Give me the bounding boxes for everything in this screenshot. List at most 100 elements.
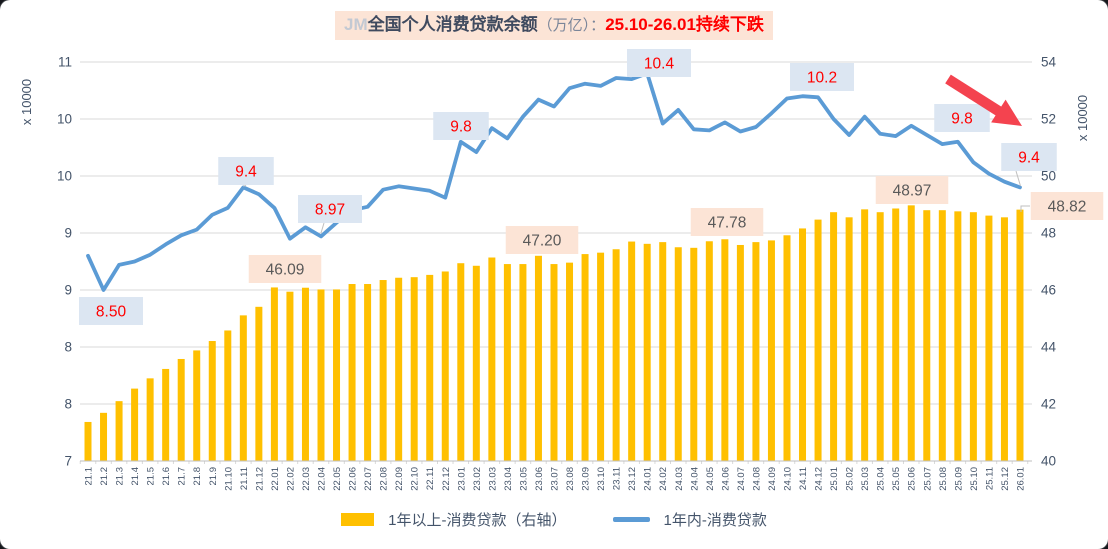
x-axis-label: 22.01 xyxy=(270,467,281,491)
left-axis-tick-label: 7 xyxy=(64,454,72,469)
x-axis-label: 25.11 xyxy=(984,467,995,490)
left-axis-tick-label: 11 xyxy=(58,55,72,70)
line-callout-text: 9.4 xyxy=(1018,150,1040,167)
callout-connector xyxy=(1015,170,1021,187)
line-callout-box xyxy=(433,112,489,140)
x-axis-label: 25.10 xyxy=(969,467,980,491)
x-axis-label: 24.08 xyxy=(751,467,762,491)
bar xyxy=(208,341,216,461)
bar-callout-text: 48.97 xyxy=(893,183,932,200)
bar xyxy=(193,350,201,461)
bar xyxy=(566,262,574,461)
x-axis-label: 21.3 xyxy=(115,467,126,486)
x-axis-label: 21.10 xyxy=(223,467,234,491)
x-axis-label: 22.04 xyxy=(316,467,327,491)
x-axis-label: 23.02 xyxy=(472,467,483,491)
x-axis-label: 24.01 xyxy=(643,467,654,491)
x-axis-label: 25.07 xyxy=(922,467,933,491)
bar xyxy=(597,252,605,461)
bar xyxy=(379,280,387,461)
bars-series xyxy=(84,205,1024,461)
x-axis-label: 25.04 xyxy=(876,467,887,491)
right-axis-tick-label: 54 xyxy=(1041,55,1057,70)
x-axis-label: 25.06 xyxy=(907,467,918,491)
arrow-shaft xyxy=(945,74,1004,118)
right-axis-multiplier: x 10000 xyxy=(1075,95,1090,141)
right-axis-tick-label: 42 xyxy=(1041,397,1056,412)
x-axis-label: 24.04 xyxy=(689,467,700,491)
bar xyxy=(690,247,698,461)
bar-callout-box xyxy=(505,226,579,254)
right-axis-tick-label: 52 xyxy=(1041,112,1056,127)
bar-callout-text: 48.82 xyxy=(1048,199,1087,216)
chart-title: JM全国个人消费贷款余额（万亿）：25.10-26.01持续下跌 xyxy=(0,11,1108,40)
x-axis-label: 21.7 xyxy=(177,467,188,486)
bar xyxy=(224,330,232,461)
x-axis-label: 23.01 xyxy=(456,467,467,491)
line-callout-box xyxy=(934,104,990,132)
bar xyxy=(736,244,744,461)
x-axis-label: 24.07 xyxy=(736,467,747,491)
x-axis-label: 23.12 xyxy=(627,467,638,491)
bar xyxy=(317,289,325,461)
line-callout-box xyxy=(627,49,691,77)
bar-callout-text: 47.78 xyxy=(708,215,747,232)
bar xyxy=(783,235,791,461)
x-axis-label: 25.12 xyxy=(1000,467,1011,491)
arrow-head xyxy=(991,99,1022,126)
left-axis-tick-label: 10 xyxy=(57,169,72,184)
x-axis-label: 21.12 xyxy=(254,467,265,491)
x-axis-label: 22.11 xyxy=(425,467,436,490)
bar xyxy=(659,242,667,461)
bar-callout-text: 46.09 xyxy=(266,262,305,279)
left-axis-tick-label: 9 xyxy=(64,226,72,241)
bar xyxy=(410,277,418,461)
x-axis-label: 23.09 xyxy=(581,467,592,491)
bar xyxy=(131,388,139,461)
bar xyxy=(457,263,465,461)
bar-callout-text: 47.20 xyxy=(523,233,562,250)
x-axis-label: 22.07 xyxy=(363,467,374,491)
bar xyxy=(612,249,620,461)
title-unit: （万亿）： xyxy=(537,17,606,34)
data-callouts: 46.09 47.20 47.78 48.97 48.82 8.50 9.4 8.97 9.8 1… xyxy=(79,49,1104,325)
bar-callout-box xyxy=(1030,192,1104,220)
x-axis-labels: 21.1 21.2 21.3 21.4 21.5 21.6 21.7 21.8 21.9 21.1… xyxy=(84,467,1027,491)
bar xyxy=(395,277,403,461)
x-axis-label: 23.11 xyxy=(612,467,623,490)
bar xyxy=(705,241,713,461)
bar xyxy=(985,215,993,461)
x-axis-label: 25.03 xyxy=(860,467,871,491)
bar xyxy=(270,287,278,461)
x-axis-label: 24.02 xyxy=(658,467,669,491)
x-axis-label: 23.05 xyxy=(518,467,529,491)
x-axis-label: 23.03 xyxy=(487,467,498,491)
right-axis-tick-label: 50 xyxy=(1041,169,1056,184)
x-axis-label: 24.05 xyxy=(705,467,716,491)
x-axis-label: 23.04 xyxy=(503,467,514,491)
bar xyxy=(286,291,294,461)
left-axis-multiplier: x 10000 xyxy=(19,79,34,125)
callout-connector xyxy=(320,222,325,234)
legend-swatch-bar-icon xyxy=(341,513,375,526)
bar xyxy=(534,255,542,461)
line-callout-text: 10.4 xyxy=(644,56,675,73)
bar xyxy=(115,401,123,461)
legend-item-line[interactable]: 1年内-消费贷款 xyxy=(612,509,767,530)
x-axis-label: 23.08 xyxy=(565,467,576,491)
x-axis-label: 22.12 xyxy=(441,467,452,491)
right-axis-labels: 54 52 50 48 46 44 42 40 xyxy=(1041,55,1057,469)
bar xyxy=(767,240,775,461)
bar xyxy=(84,421,92,461)
bar xyxy=(814,219,822,461)
x-axis-label: 21.6 xyxy=(161,467,172,486)
legend-item-bars[interactable]: 1年以上-消费贷款（右轴） xyxy=(341,509,567,530)
bar xyxy=(907,205,915,461)
bar xyxy=(364,284,372,461)
bar xyxy=(923,210,931,461)
bar xyxy=(519,264,527,461)
bar xyxy=(954,211,962,461)
bar xyxy=(441,271,449,461)
x-axis-label: 24.12 xyxy=(814,467,825,491)
